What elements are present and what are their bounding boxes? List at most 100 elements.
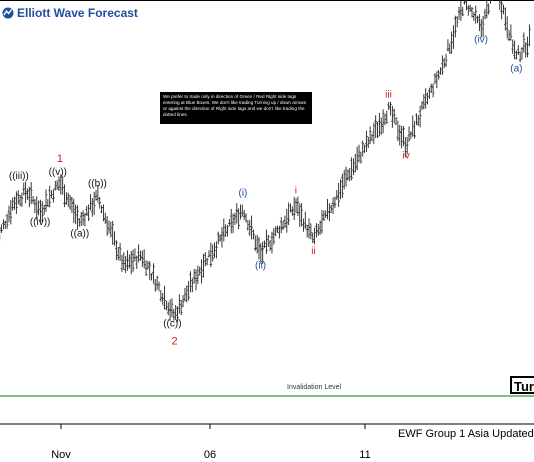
ohlc-bar — [303, 211, 307, 229]
ohlc-bar — [0, 224, 3, 233]
ohlc-bar — [53, 180, 57, 191]
ohlc-bar — [503, 7, 507, 31]
ohlc-bar — [181, 295, 185, 308]
ohlc-bar — [413, 120, 416, 139]
ohlc-bar — [424, 88, 428, 109]
ohlc-bar — [142, 249, 146, 269]
ohlc-bar — [324, 210, 328, 218]
ohlc-bar — [177, 294, 181, 314]
ohlc-bar — [509, 24, 513, 41]
ohlc-bar — [457, 6, 461, 20]
ohlc-bar — [387, 101, 391, 111]
ohlc-bar — [302, 218, 305, 232]
ohlc-bar — [157, 281, 161, 292]
ohlc-bar — [140, 250, 144, 267]
ohlc-bar — [289, 203, 292, 213]
ohlc-bar — [113, 231, 116, 246]
ohlc-bar — [203, 252, 207, 267]
ohlc-bar — [470, 6, 474, 18]
ohlc-bar — [283, 215, 287, 228]
ohlc-bar — [461, 6, 465, 17]
ohlc-bar — [409, 131, 413, 139]
ohlc-bar — [215, 241, 218, 259]
ohlc-bar — [176, 306, 179, 323]
ohlc-bar — [431, 83, 435, 98]
ohlc-bar — [59, 174, 63, 195]
ohlc-bar — [7, 205, 11, 223]
ohlc-bar — [172, 309, 176, 321]
ohlc-bar — [372, 122, 376, 145]
wave-label: ((b)) — [88, 179, 107, 190]
ohlc-bar — [329, 204, 333, 213]
wave-label: ((iv)) — [30, 217, 51, 228]
ohlc-bar — [257, 237, 261, 260]
ohlc-bar — [185, 285, 189, 303]
ohlc-bar — [152, 263, 155, 284]
wave-label: (iv) — [474, 34, 488, 45]
ohlc-bar — [90, 198, 94, 217]
ohlc-bar — [207, 250, 211, 258]
ohlc-bar — [48, 185, 52, 208]
ohlc-bar — [24, 181, 28, 204]
ohlc-bar — [513, 40, 516, 60]
ohlc-bar — [139, 250, 142, 261]
ohlc-bar — [300, 203, 304, 227]
ohlc-bar — [100, 205, 103, 214]
ohlc-bar — [252, 229, 255, 240]
ohlc-bar — [135, 255, 139, 269]
ohlc-bar — [13, 196, 16, 210]
ohlc-bar — [376, 121, 379, 138]
ohlc-bar — [331, 197, 335, 215]
ohlc-bar — [274, 226, 278, 237]
turn-badge: Turn — [510, 376, 534, 394]
ohlc-bar — [200, 259, 203, 284]
ohlc-bar — [44, 189, 48, 212]
ohlc-bar — [528, 24, 531, 47]
ohlc-bar — [277, 225, 281, 239]
ohlc-bar — [55, 180, 59, 190]
ohlc-bar — [79, 212, 83, 227]
wave-label: ((v)) — [49, 167, 67, 178]
ohlc-bar — [164, 300, 168, 311]
ohlc-bar — [81, 210, 85, 226]
ohlc-bar — [194, 269, 198, 291]
ohlc-bar — [122, 252, 126, 271]
ohlc-bar — [479, 19, 483, 38]
ohlc-bar — [61, 176, 65, 195]
ohlc-bar — [198, 266, 202, 276]
ohlc-bar — [9, 200, 13, 225]
ohlc-bar — [40, 201, 44, 223]
ohlc-bar — [72, 198, 76, 223]
ohlc-bar — [481, 15, 485, 38]
ohlc-bar — [405, 137, 409, 155]
ohlc-bar — [261, 241, 265, 264]
ohlc-bar — [389, 101, 392, 116]
ohlc-bar — [255, 234, 259, 254]
ohlc-bar — [39, 199, 42, 223]
ohlc-bar — [224, 224, 228, 237]
ohlc-bar — [368, 126, 372, 145]
ohlc-bar — [202, 253, 205, 278]
ohlc-bar — [76, 205, 79, 230]
ohlc-bar — [435, 71, 439, 89]
ohlc-bar — [94, 190, 98, 201]
ohlc-bar — [516, 45, 520, 56]
ohlc-bar — [246, 220, 250, 231]
ohlc-bar — [340, 173, 344, 198]
ohlc-bar — [485, 0, 489, 18]
ohlc-bar — [16, 190, 20, 205]
ohlc-bar — [70, 197, 74, 213]
brand-logo-icon — [2, 7, 14, 19]
ohlc-bar — [311, 232, 315, 244]
ohlc-bar — [418, 106, 422, 128]
wave-label: ((iii)) — [9, 171, 29, 182]
ohlc-bar — [103, 212, 107, 224]
ohlc-bar — [239, 204, 242, 220]
ohlc-bar — [266, 234, 270, 248]
ohlc-bar — [131, 249, 135, 272]
ohlc-bar — [322, 210, 326, 221]
ohlc-bar — [455, 16, 459, 28]
ohlc-bar — [118, 242, 122, 261]
ohlc-bar — [444, 53, 448, 67]
